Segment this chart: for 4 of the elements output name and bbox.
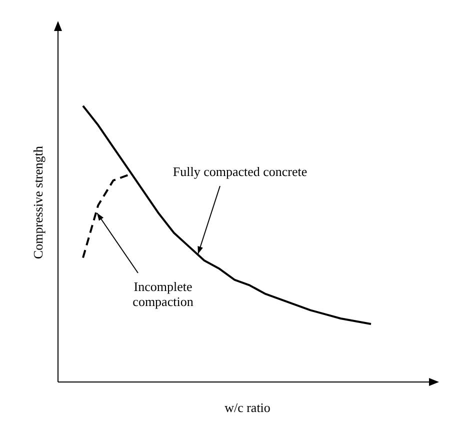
annotation: Fully compacted concrete — [172, 164, 308, 179]
annotation: Incomplete compaction — [132, 279, 194, 309]
x-axis-title: w/c ratio — [224, 400, 270, 415]
y-axis-title: Compressive strength — [30, 145, 46, 260]
